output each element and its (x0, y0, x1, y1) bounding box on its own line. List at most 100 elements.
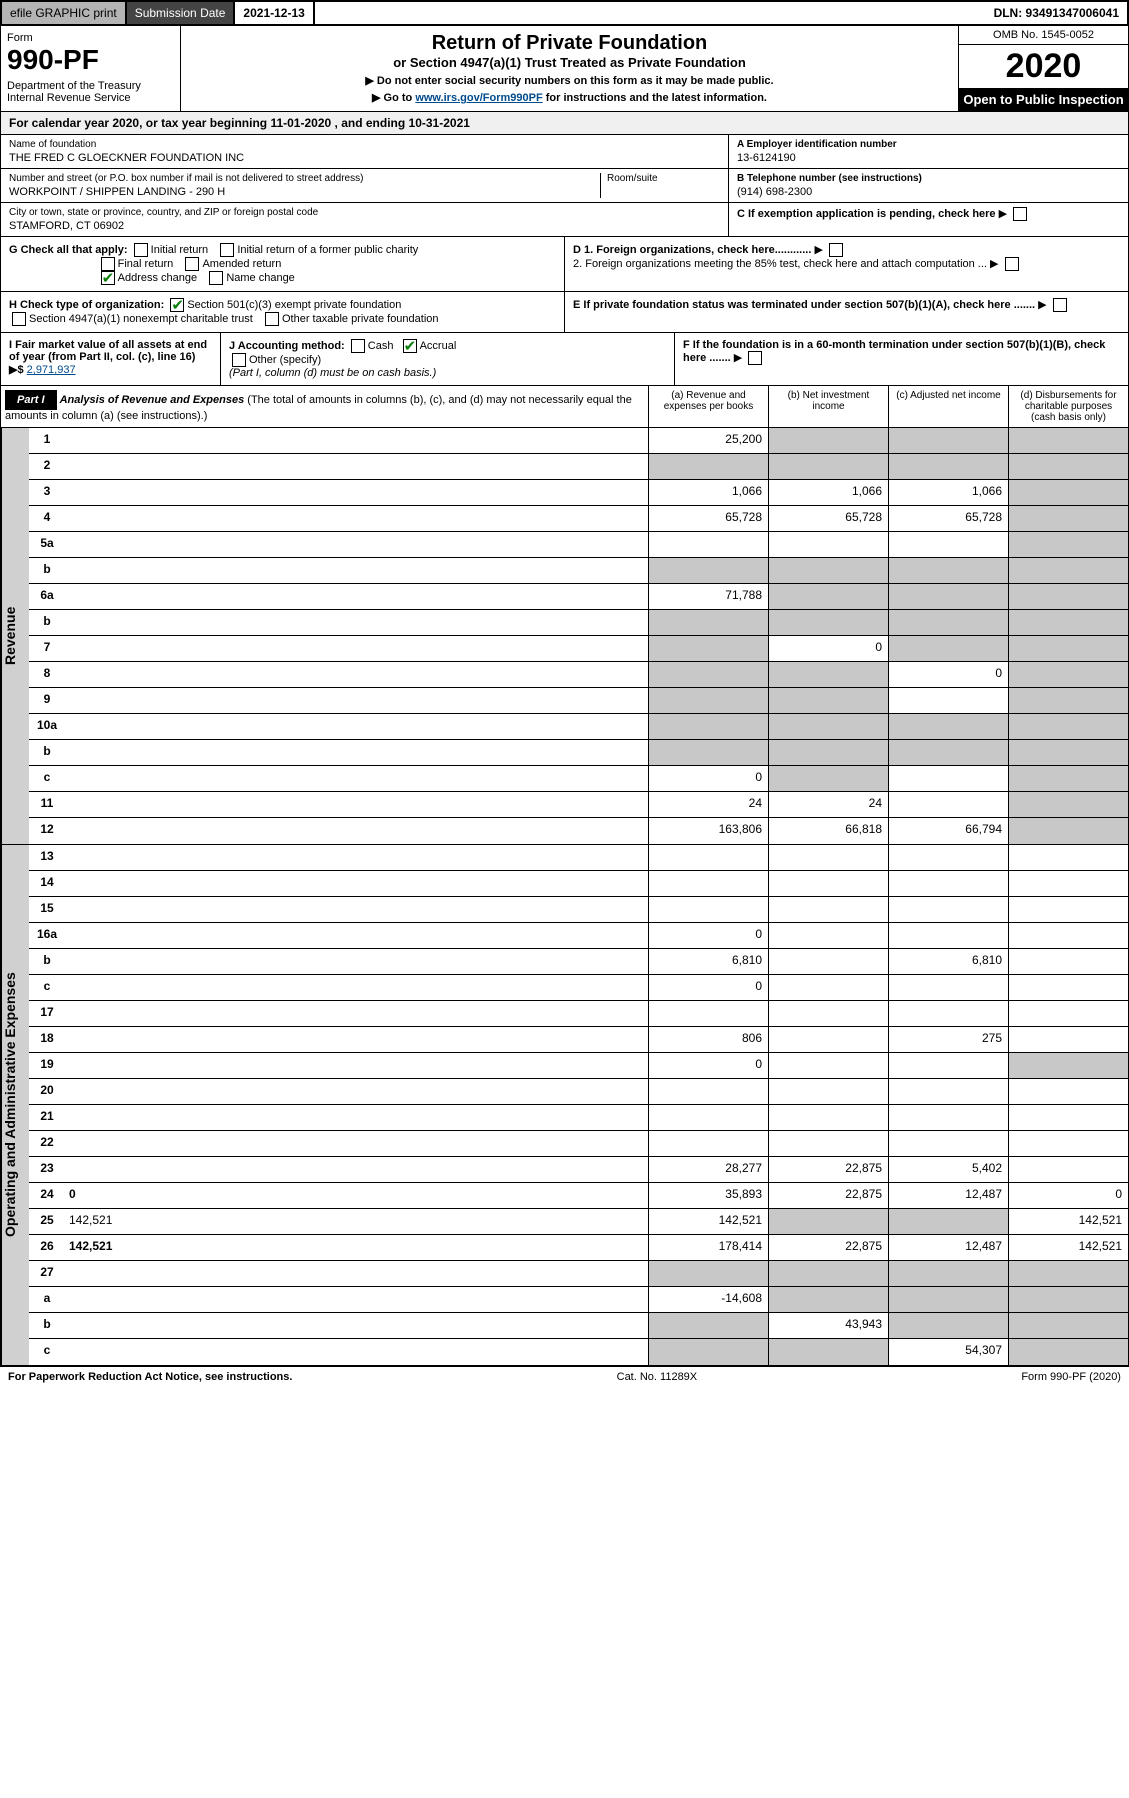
checkbox-address-change[interactable] (101, 271, 115, 285)
row-desc (65, 897, 648, 922)
cell-d (1008, 1261, 1128, 1286)
cell-a: 6,810 (648, 949, 768, 974)
cell-b: 0 (768, 636, 888, 661)
revenue-label: Revenue (1, 428, 29, 844)
table-row: 2328,27722,8755,402 (29, 1157, 1128, 1183)
table-row: 6a71,788 (29, 584, 1128, 610)
checkbox-other-taxable[interactable] (265, 312, 279, 326)
dln: DLN: 93491347006041 (986, 2, 1127, 24)
cell-a (648, 1079, 768, 1104)
col-c: (c) Adjusted net income (888, 386, 1008, 427)
cell-d (1008, 688, 1128, 713)
calendar-year: For calendar year 2020, or tax year begi… (0, 112, 1129, 135)
form-header: Form 990-PF Department of the Treasury I… (0, 26, 1129, 112)
row-desc (65, 949, 648, 974)
checkbox-initial-public[interactable] (220, 243, 234, 257)
checkbox-amended[interactable] (185, 257, 199, 271)
cell-c (888, 897, 1008, 922)
cell-a: 24 (648, 792, 768, 817)
checkbox-4947[interactable] (12, 312, 26, 326)
cell-a (648, 714, 768, 739)
col-a: (a) Revenue and expenses per books (648, 386, 768, 427)
revenue-section: Revenue 125,200231,0661,0661,066465,7286… (0, 428, 1129, 845)
cell-a (648, 1105, 768, 1130)
efile-label: efile GRAPHIC print (2, 2, 127, 24)
cell-b (768, 584, 888, 609)
cell-a: 806 (648, 1027, 768, 1052)
row-num: 15 (29, 897, 65, 922)
tax-year: 2020 (959, 45, 1128, 88)
checkbox-501c3[interactable] (170, 298, 184, 312)
checkbox-d1[interactable] (829, 243, 843, 257)
city: STAMFORD, CT 06902 (9, 220, 720, 232)
row-num: 3 (29, 480, 65, 505)
cell-c (888, 1053, 1008, 1078)
cell-d (1008, 584, 1128, 609)
cell-b: 24 (768, 792, 888, 817)
cell-b: 22,875 (768, 1183, 888, 1208)
cell-c (888, 923, 1008, 948)
table-row: 16a0 (29, 923, 1128, 949)
cell-a (648, 871, 768, 896)
cell-a (648, 558, 768, 583)
checkbox-other-method[interactable] (232, 353, 246, 367)
table-row: 27 (29, 1261, 1128, 1287)
cell-d (1008, 792, 1128, 817)
cell-d (1008, 897, 1128, 922)
checkbox-accrual[interactable] (403, 339, 417, 353)
cell-b (768, 454, 888, 479)
footer-mid: Cat. No. 11289X (617, 1371, 698, 1383)
row-desc (65, 662, 648, 687)
cell-b (768, 1053, 888, 1078)
checkbox-e[interactable] (1053, 298, 1067, 312)
table-row: 12163,80666,81866,794 (29, 818, 1128, 844)
checkbox-name-change[interactable] (209, 271, 223, 285)
cell-d (1008, 766, 1128, 791)
table-row: 20 (29, 1079, 1128, 1105)
cell-a: 178,414 (648, 1235, 768, 1260)
cell-c (888, 532, 1008, 557)
row-desc (65, 1079, 648, 1104)
cell-c (888, 428, 1008, 453)
cell-b: 1,066 (768, 480, 888, 505)
row-num: 19 (29, 1053, 65, 1078)
cell-b (768, 871, 888, 896)
table-row: a-14,608 (29, 1287, 1128, 1313)
row-desc (65, 454, 648, 479)
footer: For Paperwork Reduction Act Notice, see … (0, 1366, 1129, 1387)
cell-a: 28,277 (648, 1157, 768, 1182)
cell-b: 43,943 (768, 1313, 888, 1338)
cell-b (768, 845, 888, 870)
part-title: Analysis of Revenue and Expenses (60, 394, 245, 406)
checkbox-cash[interactable] (351, 339, 365, 353)
footer-left: For Paperwork Reduction Act Notice, see … (8, 1371, 292, 1383)
cell-d: 142,521 (1008, 1235, 1128, 1260)
table-row: 14 (29, 871, 1128, 897)
cell-c (888, 766, 1008, 791)
table-row: 17 (29, 1001, 1128, 1027)
checkbox-d2[interactable] (1005, 257, 1019, 271)
cell-a (648, 688, 768, 713)
irs-link[interactable]: www.irs.gov/Form990PF (415, 92, 542, 104)
checkbox-f[interactable] (748, 351, 762, 365)
row-num: 5a (29, 532, 65, 557)
cell-a (648, 1131, 768, 1156)
row-desc (65, 558, 648, 583)
cell-a: 25,200 (648, 428, 768, 453)
table-row: c0 (29, 766, 1128, 792)
part-label: Part I (5, 390, 57, 410)
row-num: b (29, 610, 65, 635)
cell-d (1008, 1001, 1128, 1026)
checkbox-initial[interactable] (134, 243, 148, 257)
cell-a (648, 1339, 768, 1365)
checkbox-c[interactable] (1013, 207, 1027, 221)
ein: 13-6124190 (737, 152, 1120, 164)
row-num: 6a (29, 584, 65, 609)
row-num: 4 (29, 506, 65, 531)
cell-a (648, 532, 768, 557)
cell-d (1008, 532, 1128, 557)
row-num: b (29, 740, 65, 765)
cell-c (888, 1261, 1008, 1286)
table-row: 5a (29, 532, 1128, 558)
row-desc (65, 1001, 648, 1026)
